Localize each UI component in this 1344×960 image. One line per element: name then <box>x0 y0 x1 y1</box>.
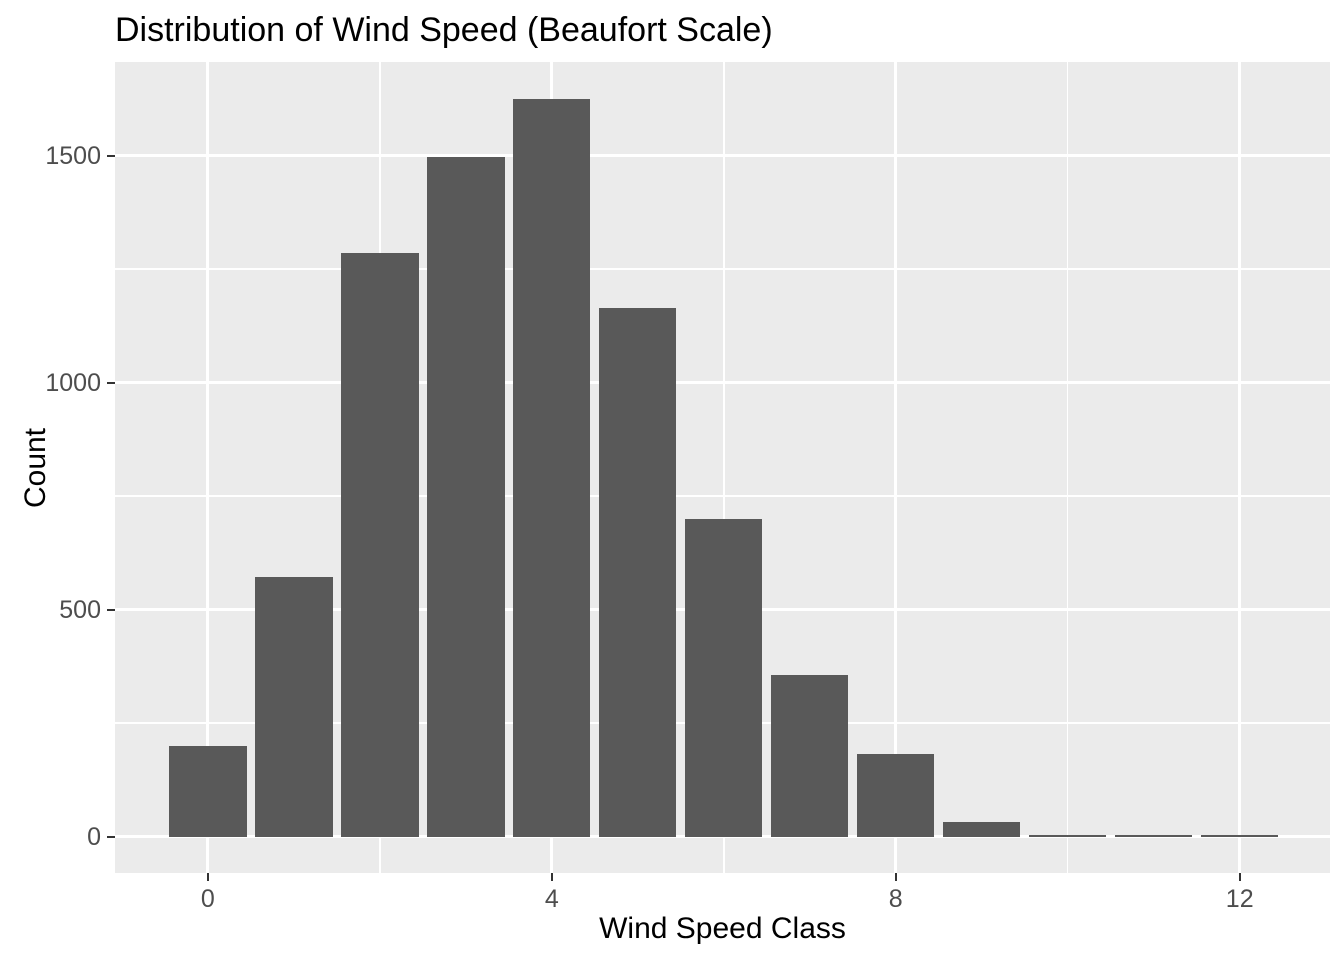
x-axis-title: Wind Speed Class <box>599 912 846 945</box>
gridline-major-vertical <box>1238 62 1242 873</box>
bar-class-7 <box>771 675 849 837</box>
bar-class-4 <box>513 99 591 837</box>
x-tick-mark <box>1238 873 1241 881</box>
y-axis-title-text: Count <box>19 427 52 508</box>
bar-class-5 <box>599 307 677 837</box>
gridline-major-horizontal <box>115 154 1330 158</box>
gridline-major-horizontal <box>115 835 1330 839</box>
y-tick-mark <box>107 608 115 611</box>
x-tick-mark <box>894 873 897 881</box>
plot-panel <box>115 62 1330 873</box>
chart-title: Distribution of Wind Speed (Beaufort Sca… <box>115 11 773 49</box>
y-tick-mark <box>107 381 115 384</box>
x-tick-mark <box>206 873 209 881</box>
gridline-minor-vertical <box>1066 62 1069 873</box>
x-tick-label: 4 <box>544 885 559 913</box>
y-tick-mark <box>107 835 115 838</box>
x-tick-mark <box>550 873 553 881</box>
bar-class-2 <box>341 252 419 837</box>
bar-class-3 <box>427 156 505 837</box>
bar-class-6 <box>685 519 763 837</box>
gridline-minor-horizontal <box>115 495 1330 497</box>
bar-class-11 <box>1115 834 1193 837</box>
bar-class-8 <box>857 754 935 837</box>
y-axis-title: Count <box>14 62 58 873</box>
x-tick-label: 12 <box>1225 885 1254 913</box>
x-tick-label: 0 <box>200 885 215 913</box>
bar-class-9 <box>943 821 1021 837</box>
bar-class-1 <box>255 576 333 837</box>
bar-class-0 <box>169 745 247 837</box>
x-tick-label: 8 <box>888 885 903 913</box>
y-tick-mark <box>107 154 115 157</box>
gridline-major-vertical <box>206 62 210 873</box>
gridline-minor-vertical <box>723 62 725 873</box>
gridline-minor-horizontal <box>115 268 1330 270</box>
gridline-major-vertical <box>894 62 898 873</box>
bar-class-10 <box>1029 834 1107 837</box>
gridline-major-horizontal <box>115 381 1330 385</box>
bar-class-12 <box>1201 834 1279 837</box>
